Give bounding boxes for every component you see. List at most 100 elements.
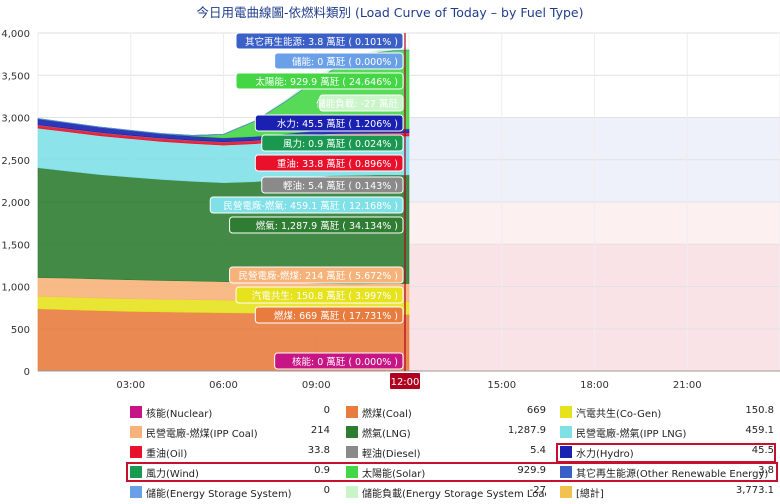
legend-swatch: [560, 466, 572, 478]
y-tick-label: 1,000: [1, 283, 30, 294]
legend-item[interactable]: 重油(Oil) 33.8: [130, 444, 330, 460]
legend-value: 3.8: [758, 465, 774, 476]
legend-label: 核能(Nuclear): [146, 408, 213, 420]
legend-value: 0: [323, 405, 330, 416]
tooltip-text: 民營電廠-燃煤: 214 萬瓩 ( 5.672% ): [239, 270, 399, 282]
legend-item[interactable]: 其它再生能源(Other Renewable Energy) 3.8: [560, 464, 774, 480]
legend-item[interactable]: 儲能(Energy Storage System) 0: [130, 484, 330, 500]
tooltip-item: 民營電廠-燃煤: 214 萬瓩 ( 5.672% ): [229, 266, 404, 284]
tooltip-item: 重油: 33.8 萬瓩 ( 0.896% ): [254, 154, 404, 172]
tooltip-item: 民營電廠-燃氣: 459.1 萬瓩 ( 12.168% ): [209, 196, 404, 214]
legend-item[interactable]: 民營電廠-燃氣(IPP LNG) 459.1: [560, 424, 774, 440]
legend-label: 民營電廠-燃氣(IPP LNG): [576, 428, 687, 440]
tooltip-text: 儲能: 0 萬瓩 ( 0.000% ): [292, 56, 398, 68]
legend-label: [總計]: [576, 488, 604, 500]
tooltip-text: 輕油: 5.4 萬瓩 ( 0.143% ): [283, 180, 398, 192]
legend-value: 45.5: [751, 445, 774, 456]
x-tick-label: 06:00: [209, 380, 238, 391]
legend-label: 風力(Wind): [146, 468, 199, 480]
tooltip-box: [235, 32, 404, 50]
x-tick-label: 03:00: [116, 380, 145, 391]
legend-item[interactable]: 輕油(Diesel) 5.4: [346, 444, 546, 460]
tooltip-box: [319, 94, 404, 112]
legend-value: 929.9: [517, 465, 546, 476]
tooltip-item: 輕油: 5.4 萬瓩 ( 0.143% ): [261, 176, 404, 194]
tooltip-item: 燃氣: 1,287.9 萬瓩 ( 34.134% ): [229, 216, 404, 234]
x-tick-label: 21:00: [673, 380, 702, 391]
tooltip-box: [229, 266, 404, 284]
y-tick-label: 1,500: [1, 240, 30, 251]
legend-swatch: [130, 446, 142, 458]
chart-title: 今日用電曲線圖-依燃料類別 (Load Curve of Today – by …: [196, 5, 584, 20]
legend-swatch: [346, 426, 358, 438]
legend-item[interactable]: 民營電廠-燃煤(IPP Coal) 214: [130, 424, 330, 440]
y-tick-label: 4,000: [1, 29, 30, 40]
legend-value: 33.8: [307, 445, 330, 456]
legend-swatch: [560, 486, 572, 498]
tooltip-box: [254, 114, 404, 132]
tooltip-item: 汽電共生: 150.8 萬瓩 ( 3.997% ): [235, 286, 404, 304]
x-tick-label: 15:00: [487, 380, 516, 391]
tooltip-item: 風力: 0.9 萬瓩 ( 0.024% ): [261, 134, 404, 152]
legend-label: 燃氣(LNG): [362, 428, 411, 440]
legend-item[interactable]: 太陽能(Solar) 929.9: [346, 464, 546, 480]
tooltip-item: 燃煤: 669 萬瓩 ( 17.731% ): [254, 306, 404, 324]
y-tick-label: 0: [24, 367, 30, 378]
legend-value: 3,773.1: [735, 485, 774, 496]
legend-item[interactable]: 儲能負載(Energy Storage System Load) -27: [346, 484, 546, 500]
legend-label: 民營電廠-燃煤(IPP Coal): [146, 428, 258, 440]
legend-label: 太陽能(Solar): [362, 468, 426, 480]
tooltip-box: [261, 176, 404, 194]
tooltip-box: [274, 352, 404, 370]
legend-label: 儲能負載(Energy Storage System Load): [362, 488, 546, 500]
tooltip-text: 其它再生能源: 3.8 萬瓩 ( 0.101% ): [245, 36, 398, 48]
load-curve-chart[interactable]: 0 500 1,000 1,500 2,000 2,500 3,000 3,500 4,000 0…: [0, 0, 780, 400]
legend-swatch: [346, 406, 358, 418]
legend-swatch: [130, 426, 142, 438]
y-tick-label: 2,000: [1, 198, 30, 209]
legend-value: 150.8: [745, 405, 774, 416]
legend-item[interactable]: 燃煤(Coal) 669: [346, 404, 546, 420]
current-time-badge: [390, 373, 420, 389]
legend-label: 輕油(Diesel): [362, 448, 421, 460]
legend-label: 燃煤(Coal): [362, 408, 412, 420]
y-tick-label: 3,000: [1, 114, 30, 125]
y-tick-label: 500: [11, 325, 30, 336]
legend-item[interactable]: 風力(Wind) 0.9: [130, 464, 330, 480]
tooltip-text: 燃氣: 1,287.9 萬瓩 ( 34.134% ): [256, 220, 398, 232]
legend-item[interactable]: 水力(Hydro) 45.5: [560, 444, 774, 460]
legend-swatch: [560, 406, 572, 418]
legend-value: 459.1: [745, 425, 774, 436]
legend-swatch: [346, 486, 358, 498]
highlight-hydro: [556, 443, 776, 463]
tooltip-box: [254, 154, 404, 172]
tooltip-text: 水力: 45.5 萬瓩 ( 1.206% ): [277, 118, 398, 130]
x-tick-label: 18:00: [580, 380, 609, 391]
legend-swatch: [346, 466, 358, 478]
legend-value: 669: [526, 405, 546, 416]
tooltip-item: 太陽能: 929.9 萬瓩 ( 24.646% ): [235, 72, 404, 90]
legend-item[interactable]: 核能(Nuclear) 0: [130, 404, 330, 420]
legend-swatch: [130, 466, 142, 478]
tooltip-box: [274, 52, 404, 70]
legend-value: 214: [310, 425, 330, 436]
tooltip-text: 重油: 33.8 萬瓩 ( 0.896% ): [277, 158, 398, 170]
y-tick-label: 3,500: [1, 71, 30, 82]
legend-label: 重油(Oil): [146, 448, 188, 460]
tooltip-box: [254, 306, 404, 324]
tooltip-item: 其它再生能源: 3.8 萬瓩 ( 0.101% ): [235, 32, 404, 50]
current-time-label: 12:00: [391, 377, 420, 388]
legend-item[interactable]: 汽電共生(Co-Gen) 150.8: [560, 404, 774, 420]
tooltip-item: 儲能負載: -27 萬瓩: [316, 94, 404, 112]
legend-label: 汽電共生(Co-Gen): [576, 408, 662, 420]
x-tick-label: 09:00: [302, 380, 331, 391]
legend-value: 0.9: [314, 465, 330, 476]
tooltip-item: 儲能: 0 萬瓩 ( 0.000% ): [274, 52, 404, 70]
legend-value: 1,287.9: [507, 425, 546, 436]
legend-label: 儲能(Energy Storage System): [146, 488, 292, 500]
tooltip-text: 太陽能: 929.9 萬瓩 ( 24.646% ): [255, 76, 398, 88]
legend-item[interactable]: 燃氣(LNG) 1,287.9: [346, 424, 546, 440]
tooltip-item: 水力: 45.5 萬瓩 ( 1.206% ): [254, 114, 404, 132]
legend-item[interactable]: [總計] 3,773.1: [560, 484, 774, 500]
tooltip-item: 核能: 0 萬瓩 ( 0.000% ): [274, 352, 404, 370]
